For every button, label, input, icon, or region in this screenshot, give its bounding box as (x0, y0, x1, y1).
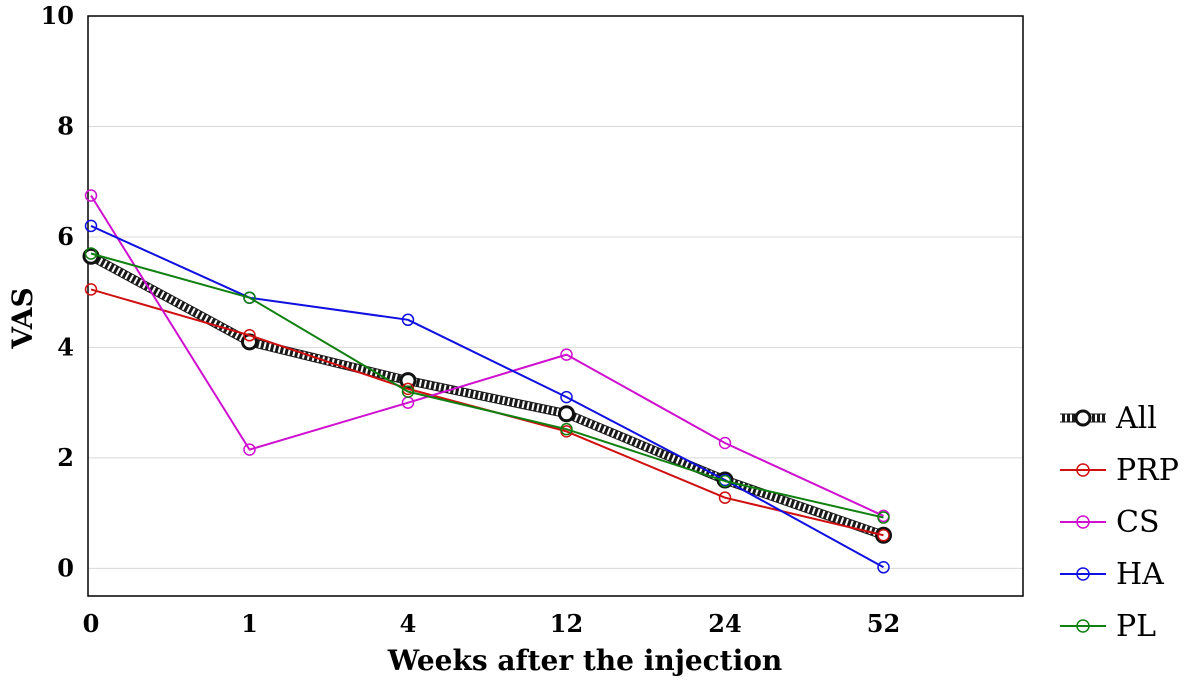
x-tick-label: 1 (241, 609, 258, 638)
legend-marker (1076, 567, 1090, 581)
data-point-pl (243, 291, 256, 304)
data-point-cs (560, 348, 573, 361)
legend-item-prp: PRP (1060, 453, 1179, 488)
legend-label: PL (1116, 609, 1156, 644)
legend-label: HA (1116, 557, 1164, 592)
legend-marker (1076, 463, 1090, 477)
x-axis-label: Weeks after the injection (387, 644, 783, 677)
data-point-pl (560, 422, 573, 436)
plot-frame (87, 15, 1024, 597)
data-point-cs (718, 436, 732, 450)
legend: All PRP CS HA PL (1060, 401, 1179, 644)
data-point-pl (718, 474, 732, 488)
data-point-prp (243, 329, 256, 342)
series-line-ha (90, 224, 884, 569)
series-line-all-base (88, 252, 885, 540)
legend-item-pl: PL (1060, 609, 1156, 644)
data-point-ha (401, 313, 415, 327)
data-point-cs (243, 443, 256, 456)
y-tick-label: 6 (57, 222, 74, 251)
x-tick-label: 24 (708, 609, 741, 638)
data-point-ha (877, 561, 890, 574)
legend-label: PRP (1116, 453, 1179, 488)
series-group (82, 189, 892, 574)
data-point-ha (84, 219, 98, 233)
series-line-cs (90, 194, 884, 517)
x-tick-label: 0 (83, 609, 100, 638)
series-prp (84, 283, 890, 542)
series-cs (84, 189, 890, 523)
legend-marker (1074, 409, 1092, 427)
data-point-cs (84, 189, 98, 202)
y-axis-label: VAS (6, 287, 39, 350)
y-axis-ticks: 0 2 4 6 8 10 (41, 1, 74, 582)
x-axis-ticks: 0 1 4 12 24 52 (83, 609, 901, 638)
legend-item-ha: HA (1060, 557, 1164, 592)
x-tick-label: 4 (400, 609, 417, 638)
series-all (82, 247, 892, 544)
data-point-prp (718, 491, 732, 504)
y-tick-label: 8 (57, 111, 74, 140)
y-tick-label: 0 (57, 553, 74, 582)
series-line-pl (90, 252, 884, 519)
legend-marker (1076, 619, 1090, 633)
data-point-prp (84, 283, 98, 296)
legend-marker (1076, 515, 1090, 529)
data-point-pl (401, 385, 415, 398)
x-tick-label: 52 (867, 609, 900, 638)
x-tick-label: 12 (550, 609, 583, 638)
data-point-prp (877, 528, 890, 542)
legend-label: CS (1116, 505, 1160, 540)
grid-lines (88, 125, 1023, 569)
legend-item-all: All (1060, 401, 1157, 436)
legend-item-cs: CS (1060, 505, 1160, 540)
series-pl (84, 247, 890, 524)
y-tick-label: 2 (57, 443, 74, 472)
y-tick-label: 10 (41, 1, 74, 30)
data-point-pl (84, 247, 98, 260)
y-tick-label: 4 (57, 332, 74, 361)
data-point-ha (560, 390, 573, 404)
data-point-all (558, 405, 575, 423)
legend-label: All (1115, 401, 1157, 436)
data-point-pl (877, 511, 890, 524)
